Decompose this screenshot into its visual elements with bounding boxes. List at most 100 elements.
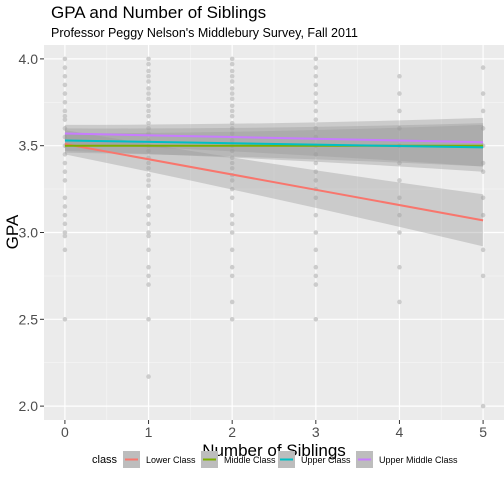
data-point [146, 165, 151, 171]
legend-title: class [92, 454, 118, 466]
data-point [397, 108, 402, 114]
trend-lines [64, 132, 484, 222]
data-point [146, 247, 151, 253]
data-point [146, 282, 151, 287]
data-point [313, 178, 319, 183]
data-point [397, 126, 402, 131]
data-point [146, 86, 151, 91]
chart-title: GPA and Number of Siblings [51, 3, 266, 22]
data-point [397, 178, 402, 183]
data-point [229, 299, 235, 305]
data-point [62, 126, 68, 131]
ribbon-upper-middle-class [64, 117, 484, 167]
x-tick-label: 4 [396, 424, 404, 440]
data-point [62, 317, 68, 322]
data-point [62, 134, 68, 140]
data-point [313, 169, 319, 175]
data-point [62, 73, 68, 79]
data-point [397, 230, 402, 235]
data-point [62, 247, 68, 253]
data-point [313, 273, 319, 279]
data-point [146, 73, 151, 79]
data-point [313, 317, 319, 322]
data-point [313, 212, 319, 218]
data-point [62, 65, 68, 70]
data-point [62, 195, 68, 201]
data-point [229, 186, 235, 192]
data-point [229, 155, 235, 161]
y-tick-label: 2.5 [19, 311, 39, 327]
data-point [62, 160, 68, 166]
data-point [146, 204, 151, 209]
y-tick-label: 3.0 [19, 225, 39, 241]
data-point [62, 99, 68, 105]
data-point [313, 73, 319, 79]
data-point [313, 160, 319, 166]
data-point [480, 108, 486, 114]
legend-label: Upper Class [301, 455, 351, 465]
data-point [313, 264, 319, 270]
data-point [146, 374, 151, 379]
legend-item-upper-class: Upper Class [278, 451, 351, 468]
data-point [146, 96, 151, 102]
data-point [62, 82, 68, 88]
data-point [480, 273, 486, 279]
y-tick-label: 3.5 [19, 138, 39, 154]
data-point [313, 91, 319, 96]
legend-item-lower-class: Lower Class [123, 451, 196, 468]
y-axis-title: GPA [3, 214, 22, 249]
data-point [313, 65, 319, 70]
legend-label: Middle Class [224, 455, 276, 465]
line-upper-class [64, 139, 484, 149]
data-point [146, 195, 151, 201]
data-point [229, 68, 235, 74]
data-point [146, 178, 151, 183]
data-point [480, 126, 486, 131]
data-point [480, 169, 486, 175]
data-point [229, 221, 235, 227]
data-point [62, 178, 68, 183]
data-point [146, 113, 151, 119]
x-tick-label: 5 [479, 424, 487, 440]
data-point [480, 212, 486, 218]
data-point [229, 317, 235, 322]
data-point [62, 117, 68, 122]
data-point [480, 160, 486, 166]
data-point [313, 247, 319, 253]
data-point [480, 247, 486, 253]
data-point [313, 195, 319, 201]
data-point [229, 264, 235, 270]
data-point [146, 79, 151, 84]
data-point [229, 247, 235, 253]
x-tick-label: 2 [228, 424, 236, 440]
data-point [397, 195, 402, 201]
data-point [480, 65, 486, 70]
data-point [313, 99, 319, 105]
ribbon-lower-class [64, 130, 484, 247]
data-point [62, 113, 68, 119]
legend-label: Lower Class [146, 455, 196, 465]
data-point [146, 221, 151, 227]
data-point [229, 120, 235, 126]
data-point [62, 230, 68, 235]
data-point [146, 56, 151, 62]
data-point [62, 56, 68, 62]
data-point [480, 91, 486, 96]
legend-item-upper-middle-class: Upper Middle Class [356, 451, 458, 468]
x-axis-ticks: 0 1 2 3 4 5 [61, 420, 487, 440]
data-point [146, 126, 151, 131]
data-point [146, 317, 151, 322]
data-point [397, 264, 402, 270]
data-point [229, 195, 235, 201]
data-point [146, 68, 151, 74]
data-point [229, 148, 235, 154]
data-point [229, 73, 235, 79]
x-tick-label: 0 [61, 424, 69, 440]
data-point [229, 138, 235, 143]
data-point [229, 79, 235, 84]
y-axis-ticks: 2.0 2.5 3.0 3.5 4.0 [19, 51, 44, 414]
data-point [146, 103, 151, 109]
data-point [313, 152, 319, 157]
data-point [62, 204, 68, 209]
